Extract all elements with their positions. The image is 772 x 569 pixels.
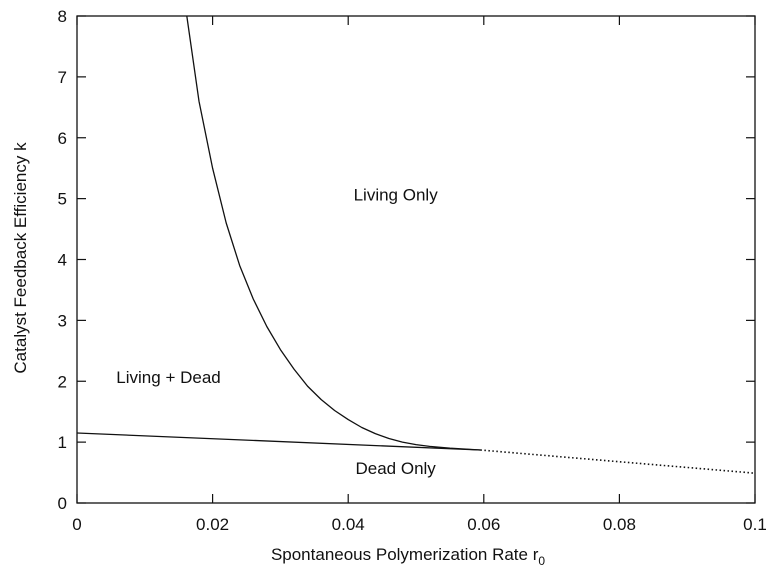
- x-tick-label: 0.06: [467, 515, 500, 534]
- y-axis-title: Catalyst Feedback Efficiency k: [11, 142, 30, 374]
- plot-frame: [76, 15, 756, 504]
- region-labels: Living Only Living + Dead Dead Only: [116, 185, 438, 477]
- x-axis-title: Spontaneous Polymerization Rate r0: [271, 545, 545, 568]
- y-tick-label: 1: [58, 433, 67, 452]
- y-tick-label: 7: [58, 68, 67, 87]
- y-tick-label: 6: [58, 129, 67, 148]
- series-line-2: [76, 432, 481, 451]
- x-tick-label: 0.1: [743, 515, 767, 534]
- y-tick-label: 0: [58, 494, 67, 513]
- x-tick-label: 0.02: [196, 515, 229, 534]
- tick-labels: 0 0.02 0.04 0.06 0.08 0.1 0 1 2 3 4 5 6 7 8: [58, 7, 767, 534]
- region-label: Dead Only: [355, 459, 436, 478]
- y-tick-label: 2: [58, 372, 67, 391]
- axis-ticks: [76, 15, 756, 504]
- x-tick-label: 0: [72, 515, 81, 534]
- x-tick-label: 0.04: [332, 515, 365, 534]
- y-tick-label: 4: [58, 251, 67, 270]
- x-axis-title-subscript: 0: [538, 554, 545, 568]
- region-label: Living + Dead: [116, 368, 220, 387]
- series-line-1: [186, 15, 481, 451]
- x-tick-label: 0.08: [603, 515, 636, 534]
- y-tick-label: 5: [58, 190, 67, 209]
- y-tick-label: 3: [58, 311, 67, 330]
- region-label: Living Only: [354, 185, 439, 204]
- series-lines: [76, 15, 756, 474]
- y-tick-label: 8: [58, 7, 67, 26]
- series-line-dotted: [480, 449, 756, 474]
